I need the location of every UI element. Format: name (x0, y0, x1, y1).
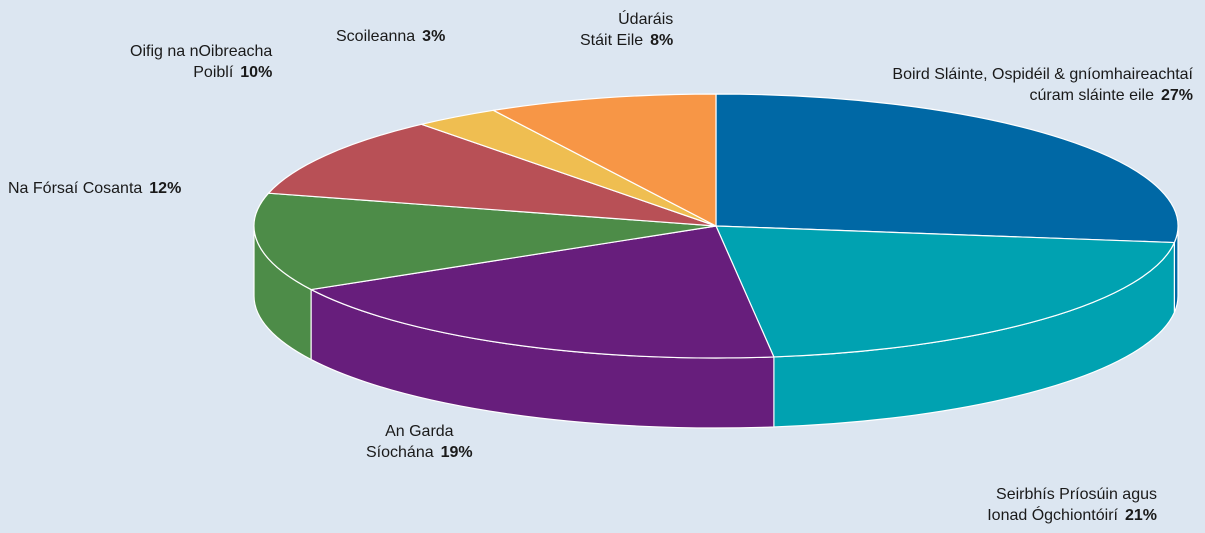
label-seirbhis-priosuin: Seirbhís Príosúin agus Ionad Ógchiontóir… (987, 484, 1157, 526)
label-an-garda: An Garda Síochána 19% (366, 421, 473, 463)
label-na-forsai: Na Fórsaí Cosanta 12% (8, 178, 181, 199)
label-seirbhis-priosuin-line2: Ionad Ógchiontóirí (987, 507, 1118, 524)
label-oifig-oibreacha-line2: Poiblí (193, 64, 234, 81)
label-oifig-oibreacha-line1: Oifig na nOibreacha (130, 43, 273, 60)
label-na-forsai-value: 12% (149, 180, 182, 197)
label-oifig-oibreacha: Oifig na nOibreacha Poiblí 10% (130, 41, 272, 83)
pie-tops (253, 93, 1179, 359)
label-oifig-oibreacha-value: 10% (240, 64, 273, 81)
label-udarais-line2: Stáit Eile (580, 32, 644, 49)
pie-slice-1 (715, 225, 1175, 358)
pie-slice-2 (310, 225, 775, 359)
label-scoileanna: Scoileanna 3% (336, 26, 445, 47)
label-boird-slainte-line2: cúram sláinte eile (1029, 87, 1154, 104)
pie-slice-6 (492, 93, 717, 227)
label-scoileanna-line1: Scoileanna (336, 28, 416, 45)
pie-slice-3 (253, 192, 717, 291)
label-an-garda-line2: Síochána (366, 444, 434, 461)
label-boird-slainte-line1: Boird Sláinte, Ospidéil & gníomhaireacht… (892, 66, 1193, 83)
label-an-garda-line1: An Garda (385, 423, 454, 440)
label-scoileanna-value: 3% (422, 28, 446, 45)
label-udarais-line1: Údaráis (618, 11, 674, 28)
pie-slice-4 (267, 123, 717, 227)
label-udarais-value: 8% (650, 32, 674, 49)
label-boird-slainte: Boird Sláinte, Ospidéil & gníomhaireacht… (892, 64, 1193, 106)
label-udarais: Údaráis Stáit Eile 8% (580, 9, 673, 51)
label-seirbhis-priosuin-value: 21% (1124, 507, 1157, 524)
label-na-forsai-line1: Na Fórsaí Cosanta (8, 180, 143, 197)
label-seirbhis-priosuin-line1: Seirbhís Príosúin agus (996, 486, 1157, 503)
label-an-garda-value: 19% (440, 444, 473, 461)
label-boird-slainte-value: 27% (1160, 87, 1193, 104)
pie-slice-0 (715, 93, 1179, 244)
